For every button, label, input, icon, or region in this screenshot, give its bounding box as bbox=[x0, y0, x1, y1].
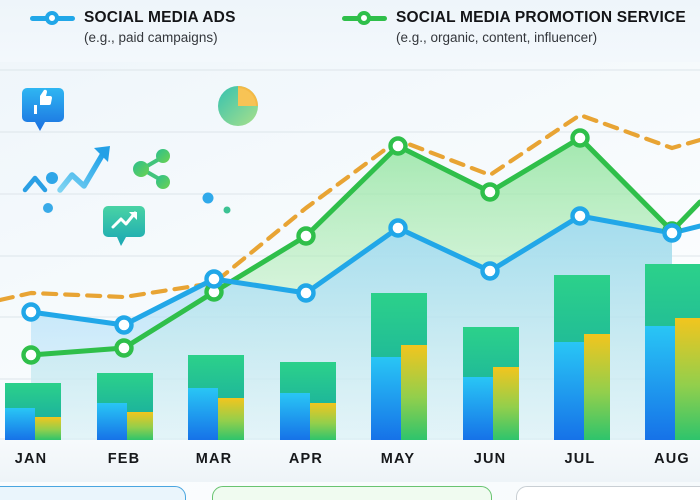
x-tick-jan: JAN bbox=[14, 451, 48, 467]
legend-subtitle-ads: (e.g., paid campaigns) bbox=[84, 29, 218, 45]
x-axis: JAN FEB MAR APR MAY JUN JUL AUG bbox=[0, 440, 700, 482]
x-tick-aug: AUG bbox=[654, 451, 690, 467]
thumbs-up-icon bbox=[22, 88, 64, 131]
legend-title-ads: SOCIAL MEDIA ADS bbox=[84, 9, 236, 26]
chart-svg bbox=[0, 69, 700, 440]
card-green[interactable] bbox=[212, 486, 492, 500]
ads-markers bbox=[21, 206, 682, 335]
x-tick-feb: FEB bbox=[107, 451, 141, 467]
chat-trend-icon bbox=[103, 206, 145, 246]
legend-title-promotion: SOCIAL MEDIA PROMOTION SERVICE bbox=[396, 9, 686, 26]
x-tick-mar: MAR bbox=[195, 451, 233, 467]
plot-area bbox=[0, 62, 700, 440]
card-yellow[interactable] bbox=[516, 486, 700, 500]
legend-subtitle-promotion: (e.g., organic, content, influencer) bbox=[396, 29, 598, 45]
x-tick-apr: APR bbox=[288, 451, 324, 467]
bar-group-feb bbox=[97, 373, 153, 440]
bar-group-jan bbox=[5, 383, 61, 440]
pie-chart-icon bbox=[218, 86, 258, 126]
bar-group-jun bbox=[463, 327, 519, 440]
card-blue[interactable] bbox=[0, 486, 186, 500]
legend-item-promotion[interactable]: SOCIAL MEDIA PROMOTION SERVICE (e.g., or… bbox=[342, 10, 686, 44]
bar-group-mar bbox=[188, 355, 244, 440]
chart-legend: SOCIAL MEDIA ADS (e.g., paid campaigns) … bbox=[0, 0, 700, 62]
legend-marker-ads-icon bbox=[30, 10, 75, 25]
share-nodes-icon bbox=[133, 149, 170, 189]
trend-line-dashed bbox=[0, 112, 700, 303]
trend-arrow-icon bbox=[22, 146, 110, 193]
x-tick-may: MAY bbox=[380, 451, 416, 467]
legend-marker-promotion-icon bbox=[342, 10, 387, 25]
bar-group-jul bbox=[554, 275, 610, 440]
bar-group-aug bbox=[645, 264, 700, 440]
bottom-cards bbox=[0, 482, 700, 500]
bar-group-may bbox=[371, 293, 427, 440]
x-tick-jul: JUL bbox=[564, 451, 596, 467]
bar-group-apr bbox=[280, 362, 336, 440]
x-tick-jun: JUN bbox=[473, 451, 507, 467]
decorative-dots bbox=[43, 192, 231, 214]
legend-item-ads[interactable]: SOCIAL MEDIA ADS (e.g., paid campaigns) bbox=[30, 10, 236, 44]
